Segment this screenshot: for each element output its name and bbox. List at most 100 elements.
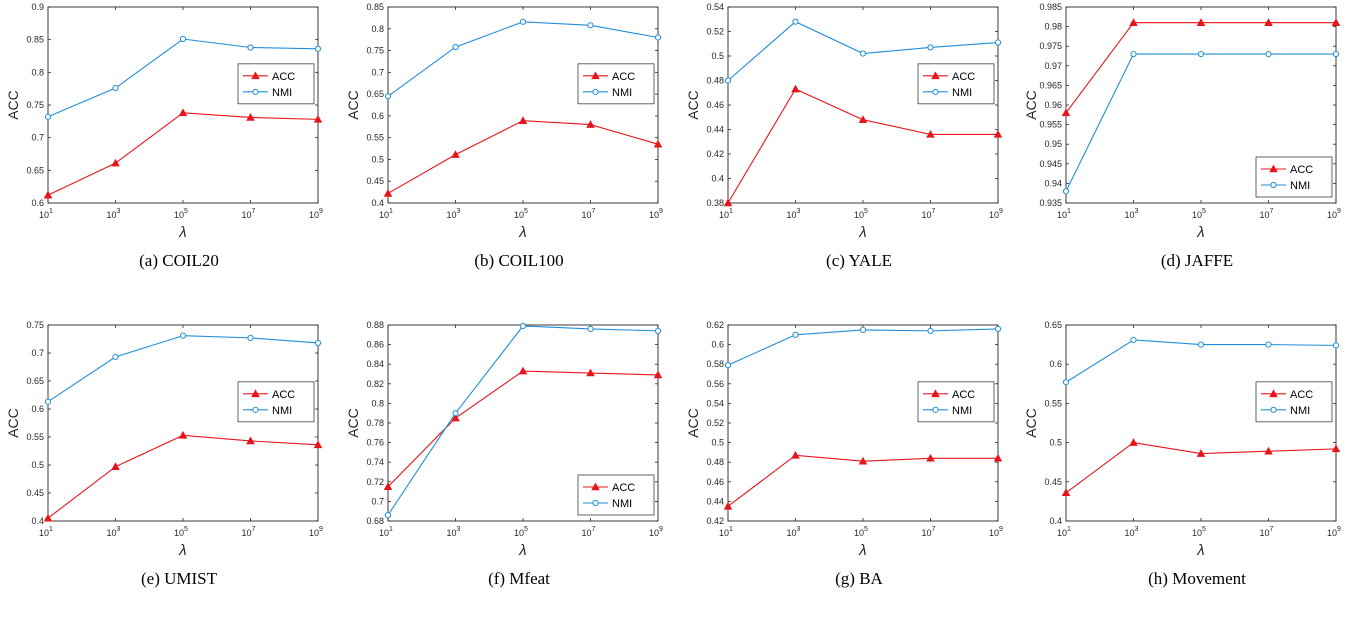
y-axis-label: ACC: [685, 408, 701, 438]
legend-marker-nmi: [592, 88, 599, 95]
y-tick-label: 0.95: [1044, 139, 1062, 149]
y-tick-label: 0.86: [366, 340, 384, 350]
data-point-acc: [858, 115, 868, 123]
y-tick-label: 0.42: [706, 516, 724, 526]
x-tick-exponent: 7: [932, 208, 936, 215]
y-axis-label: ACC: [1023, 90, 1039, 120]
x-tick-base: 10: [1260, 528, 1270, 538]
y-tick-label: 0.45: [366, 176, 384, 186]
legend-label-nmi: NMI: [1290, 180, 1310, 192]
x-tick-exponent: 7: [252, 208, 256, 215]
x-tick-base: 10: [989, 528, 999, 538]
x-tick-base: 10: [107, 210, 117, 220]
x-tick-base: 10: [649, 210, 659, 220]
x-tick-base: 10: [582, 210, 592, 220]
x-tick-base: 10: [39, 210, 49, 220]
plot-area: [1065, 324, 1337, 522]
legend: ACC NMI: [917, 381, 995, 423]
chart-panel: 0.4 0.45 0.5 0.55 0.6 0.65 0.7 0.75 101 103 105 107…: [0, 318, 330, 618]
x-tick-base: 10: [1125, 528, 1135, 538]
chart-panel: 0.935 0.94 0.945 0.95 0.955 0.96 0.965 0.97 0.97…: [1018, 0, 1348, 300]
legend-label-acc: ACC: [272, 389, 295, 401]
legend-box: [1255, 381, 1333, 423]
data-point-acc: [993, 453, 1003, 462]
y-axis-label: ACC: [345, 408, 361, 438]
x-tick-label: 105: [514, 526, 528, 538]
y-tick-label: 0.9: [31, 2, 44, 12]
chart-panel: 0.42 0.44 0.46 0.48 0.5 0.52 0.54 0.56 0.58 0.6 0.…: [680, 318, 1010, 618]
data-point-nmi: [519, 322, 527, 330]
x-tick-label: 107: [582, 208, 596, 220]
data-point-acc: [1264, 18, 1273, 26]
data-point-acc: [791, 84, 800, 93]
x-tick-exponent: 1: [389, 208, 393, 215]
y-tick-label: 0.985: [1039, 2, 1062, 12]
y-axis-label: ACC: [345, 90, 361, 120]
x-tick-base: 10: [787, 210, 797, 220]
y-tick-label: 0.46: [706, 477, 724, 487]
x-tick-label: 101: [379, 526, 393, 538]
data-point-acc: [1331, 18, 1341, 26]
y-tick-label: 0.7: [31, 348, 44, 358]
y-tick-label: 0.82: [366, 379, 384, 389]
data-point-acc: [313, 114, 323, 123]
data-point-acc: [1331, 444, 1341, 453]
y-tick-label: 0.65: [26, 376, 44, 386]
x-tick-label: 103: [787, 526, 801, 538]
x-tick-base: 10: [174, 528, 184, 538]
data-point-nmi: [1265, 50, 1272, 58]
chart-svg: 0.935 0.94 0.945 0.95 0.955 0.96 0.965 0.97 0.97…: [1023, 2, 1341, 241]
data-point-acc: [1061, 108, 1071, 117]
x-tick-exponent: 5: [524, 526, 528, 533]
legend-marker-acc: [591, 482, 600, 491]
y-tick-label: 0.55: [1044, 398, 1062, 408]
legend-label-acc: ACC: [952, 71, 975, 83]
data-point-nmi: [112, 353, 119, 361]
y-tick-label: 0.965: [1039, 80, 1062, 90]
x-tick-exponent: 9: [319, 208, 323, 215]
y-tick-label: 0.46: [706, 100, 724, 110]
data-point-nmi: [179, 332, 187, 339]
y-tick-label: 0.5: [371, 154, 384, 164]
y-tick-label: 0.98: [1044, 22, 1062, 32]
y-axis-label: ACC: [1023, 408, 1039, 438]
x-tick-label: 109: [989, 208, 1003, 220]
x-tick-label: 101: [1057, 526, 1071, 538]
data-point-nmi: [792, 331, 799, 338]
y-tick-label: 0.88: [366, 320, 384, 330]
y-axis-label: ACC: [5, 408, 21, 438]
y-tick-label: 0.44: [706, 496, 724, 506]
y-tick-label: 0.56: [706, 379, 724, 389]
y-tick-label: 0.75: [366, 46, 384, 56]
x-tick-label: 103: [447, 208, 461, 220]
y-tick-label: 0.58: [706, 359, 724, 369]
data-point-nmi: [247, 334, 254, 341]
data-point-nmi: [384, 93, 392, 100]
y-tick-label: 0.97: [1044, 61, 1062, 71]
x-tick-exponent: 3: [457, 208, 461, 215]
x-tick-base: 10: [309, 210, 319, 220]
y-tick-label: 0.55: [26, 432, 44, 442]
x-tick-exponent: 5: [1202, 208, 1206, 215]
y-tick-label: 0.65: [1044, 320, 1062, 330]
x-tick-exponent: 7: [1270, 526, 1274, 533]
x-tick-label: 107: [922, 526, 936, 538]
legend-marker-acc: [931, 71, 940, 80]
data-point-nmi: [44, 113, 52, 120]
y-tick-label: 0.78: [366, 418, 384, 428]
x-tick-base: 10: [1057, 528, 1067, 538]
chart-caption: (a) COIL20: [139, 251, 219, 270]
x-tick-exponent: 9: [659, 208, 663, 215]
y-axis-label: ACC: [685, 90, 701, 120]
data-point-nmi: [519, 18, 527, 25]
y-tick-label: 0.72: [366, 477, 384, 487]
data-point-acc: [586, 120, 595, 128]
chart-caption: (b) COIL100: [474, 251, 564, 270]
x-tick-exponent: 7: [932, 526, 936, 533]
x-tick-label: 105: [174, 208, 188, 220]
data-point-acc: [451, 150, 460, 158]
x-tick-exponent: 7: [252, 526, 256, 533]
data-point-nmi: [792, 18, 799, 25]
x-tick-base: 10: [922, 528, 932, 538]
y-tick-label: 0.6: [711, 340, 724, 350]
